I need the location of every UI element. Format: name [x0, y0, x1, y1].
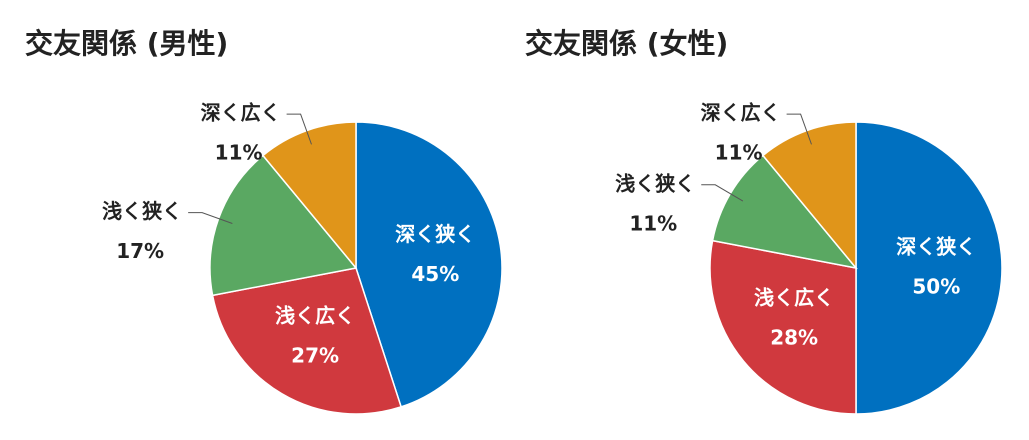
leader-line — [786, 113, 812, 145]
slice-value: 28% — [770, 326, 818, 350]
pie-slice — [355, 121, 503, 408]
slice-label: 深く狭く — [896, 235, 976, 259]
slice-value: 50% — [912, 275, 960, 299]
slice-value: 11% — [215, 141, 263, 165]
leader-line — [188, 212, 233, 224]
pie-slice — [855, 121, 1003, 415]
slice-label: 深く広く — [201, 101, 281, 125]
slice-label: 浅く狭く — [102, 199, 182, 223]
chart-title: 交友関係 (男性) — [25, 27, 228, 60]
slice-value: 27% — [291, 344, 339, 368]
slice-label: 浅く狭く — [615, 171, 695, 195]
leader-line — [701, 184, 744, 202]
chart-title: 交友関係 (女性) — [525, 27, 728, 60]
slice-value: 11% — [715, 141, 763, 165]
slice-label: 深く広く — [701, 101, 781, 125]
slice-value: 11% — [629, 211, 677, 235]
slice-value: 17% — [116, 239, 164, 263]
slice-label: 浅く広く — [275, 304, 355, 328]
leader-line — [286, 113, 312, 145]
pie-slice — [709, 239, 857, 415]
slice-value: 45% — [411, 262, 459, 286]
slice-label: 浅く広く — [754, 286, 834, 310]
pie-slice — [211, 267, 403, 415]
slice-label: 深く狭く — [395, 222, 475, 246]
